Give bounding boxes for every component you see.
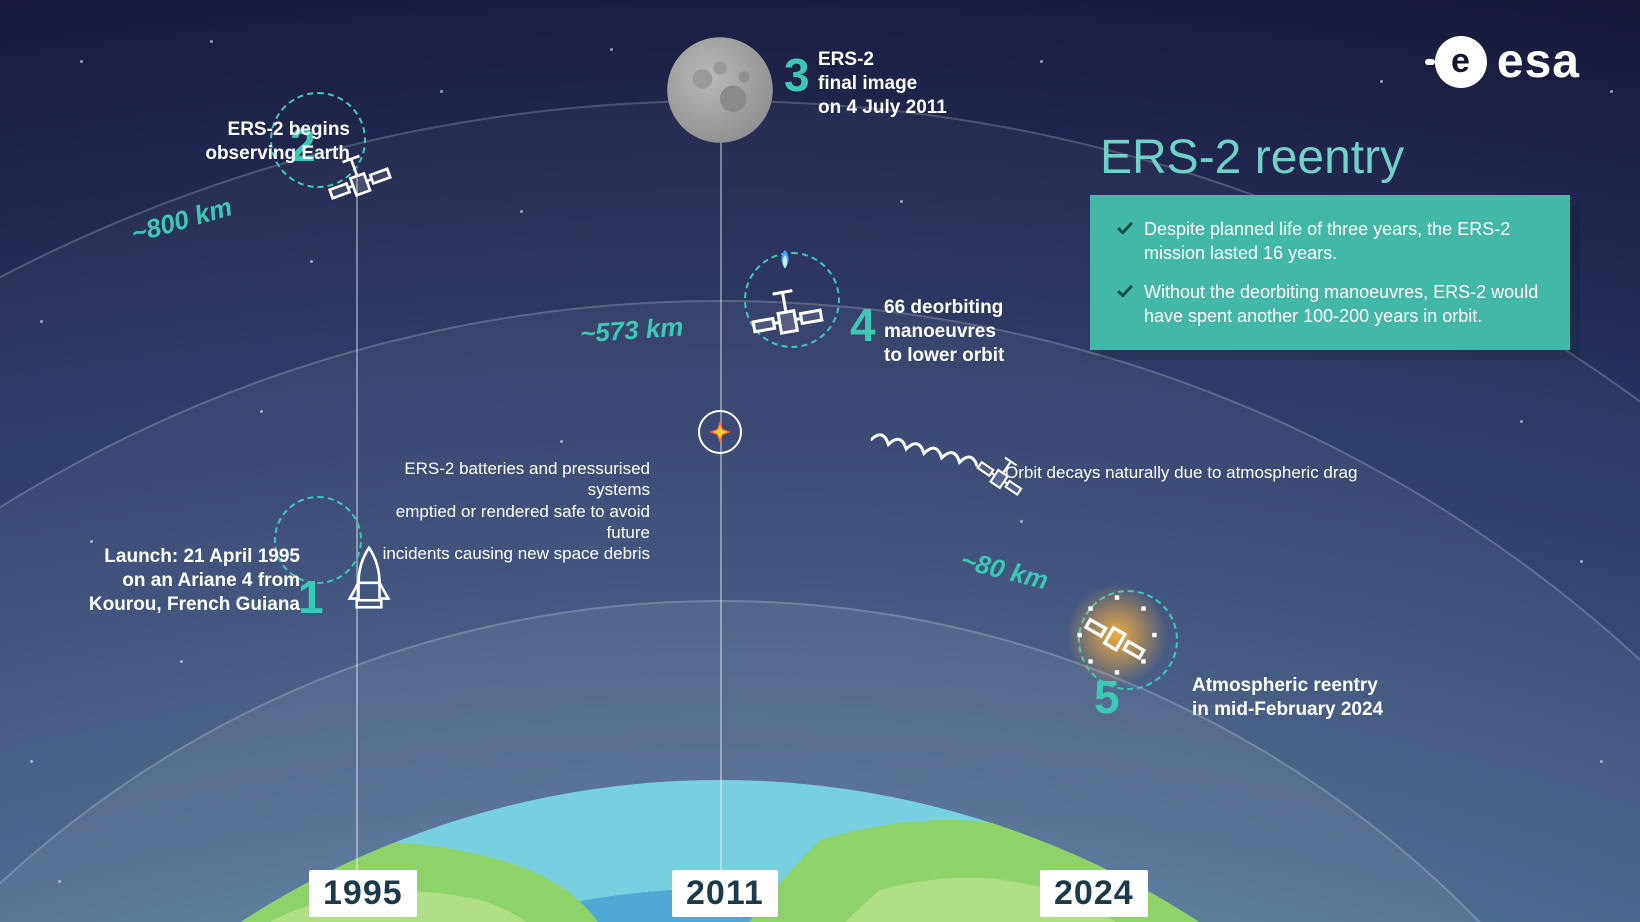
moon-icon <box>665 35 775 150</box>
facts-box: Despite planned life of three years, the… <box>1090 195 1570 350</box>
year-label-1995: 1995 <box>309 870 417 917</box>
event-number-4: 4 <box>850 298 876 352</box>
star <box>80 60 83 63</box>
year-label-2024: 2024 <box>1040 870 1148 917</box>
event-label-1: Launch: 21 April 1995on an Ariane 4 from… <box>30 545 300 616</box>
timeline-vline <box>720 112 722 870</box>
star <box>1610 90 1613 93</box>
event-label-3: ERS-2final imageon 4 July 2011 <box>818 48 947 119</box>
orbit-decay-icon <box>870 425 980 460</box>
fact-text: Without the deorbiting manoeuvres, ERS-2… <box>1144 280 1544 329</box>
event-label-decay: Orbit decays naturally due to atmospheri… <box>1005 462 1357 483</box>
event-label-5: Atmospheric reentryin mid-February 2024 <box>1192 674 1383 722</box>
star <box>210 40 213 43</box>
earth <box>0 780 1600 922</box>
check-icon <box>1116 220 1134 238</box>
check-icon <box>1116 283 1134 301</box>
star <box>1380 80 1383 83</box>
reentry-icon <box>1062 580 1172 695</box>
burst-icon <box>698 410 742 454</box>
esa-logo-text: esa <box>1497 34 1580 89</box>
infographic-canvas: ~800 km~573 km~80 km 1Launch: 21 April 1… <box>0 0 1640 922</box>
year-label-2011: 2011 <box>672 870 778 917</box>
event-number-1: 1 <box>298 570 324 624</box>
event-number-3: 3 <box>784 48 810 102</box>
star <box>1040 60 1043 63</box>
star <box>610 48 613 51</box>
event-label-4: 66 deorbitingmanoeuvresto lower orbit <box>884 296 1004 367</box>
esa-logo: e esa <box>1435 34 1580 89</box>
event-label-burn: ERS-2 batteries and pressurised systemse… <box>380 458 650 564</box>
infographic-title: ERS-2 reentry <box>1100 130 1404 185</box>
fact-item: Without the deorbiting manoeuvres, ERS-2… <box>1116 280 1544 329</box>
star <box>440 90 443 93</box>
esa-logo-icon: e <box>1435 36 1487 88</box>
satellite-thrust-icon <box>737 260 837 350</box>
fact-text: Despite planned life of three years, the… <box>1144 217 1544 266</box>
satellite-icon <box>314 136 404 231</box>
fact-item: Despite planned life of three years, the… <box>1116 217 1544 266</box>
